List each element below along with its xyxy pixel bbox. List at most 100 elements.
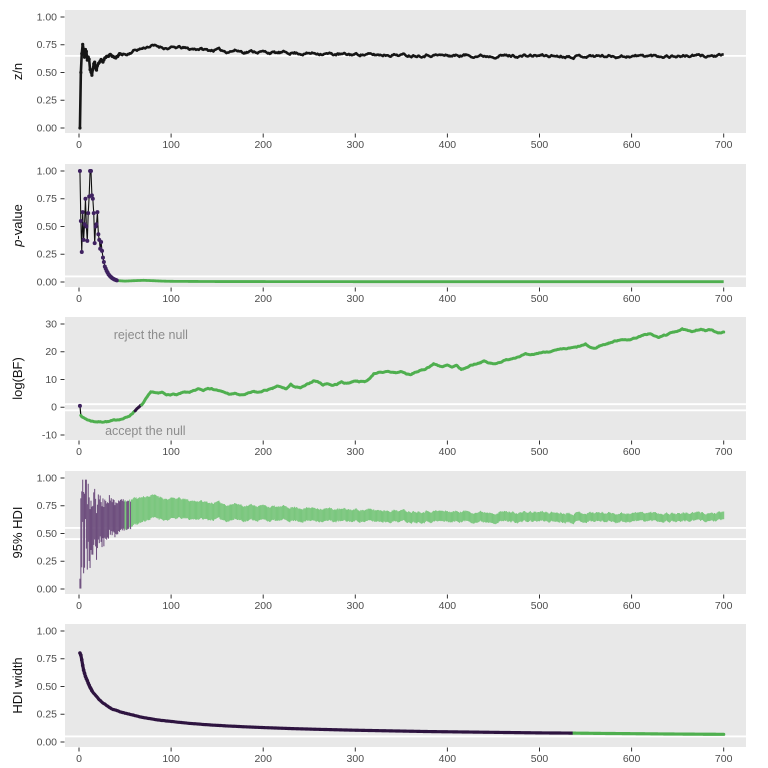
y-tick-label: 0.50 bbox=[37, 529, 58, 540]
x-tick-label: 0 bbox=[76, 601, 82, 612]
x-tick-label: 600 bbox=[623, 294, 641, 305]
y-tick-label: 1.00 bbox=[37, 473, 58, 484]
y-axis-title: HDI width bbox=[10, 658, 25, 714]
zn-point bbox=[78, 126, 82, 130]
y-tick-label: 0.50 bbox=[37, 68, 58, 79]
x-tick-label: 400 bbox=[439, 447, 457, 458]
y-axis-title: z/n bbox=[10, 63, 25, 80]
y-tick-label: 0.25 bbox=[37, 249, 58, 260]
y-axis-title: p-value bbox=[10, 204, 25, 248]
pvalue-point bbox=[78, 218, 83, 223]
pvalue-point bbox=[99, 239, 104, 244]
y-tick-label: 0.00 bbox=[37, 584, 58, 595]
zn-point bbox=[81, 42, 85, 46]
pvalue-point bbox=[101, 259, 106, 264]
hdiwidth-line-purple bbox=[78, 652, 574, 736]
pvalue-point bbox=[88, 168, 93, 173]
y-tick-label: 0.00 bbox=[37, 738, 58, 749]
zn-point bbox=[90, 73, 94, 77]
y-tick-label: 0.25 bbox=[37, 557, 58, 568]
zn-point bbox=[94, 68, 99, 72]
pvalue-point bbox=[100, 248, 105, 253]
hdiwidth-point bbox=[81, 668, 86, 673]
x-tick-label: 200 bbox=[254, 754, 272, 765]
x-tick-label: 100 bbox=[162, 601, 180, 612]
x-tick-label: 600 bbox=[623, 601, 641, 612]
x-tick-label: 200 bbox=[254, 140, 272, 151]
x-tick-label: 400 bbox=[439, 601, 457, 612]
x-tick-label: 600 bbox=[623, 447, 641, 458]
pvalue-point bbox=[81, 237, 86, 242]
x-tick-label: 0 bbox=[76, 140, 82, 151]
x-tick-label: 500 bbox=[531, 601, 549, 612]
y-tick-label: 0.75 bbox=[37, 194, 58, 205]
hdiwidth-point bbox=[90, 689, 94, 693]
pvalue-point bbox=[89, 193, 94, 198]
y-tick-label: 0.75 bbox=[37, 40, 58, 51]
logbf-line bbox=[140, 327, 726, 407]
zn-point bbox=[93, 60, 97, 64]
panel-background bbox=[65, 163, 746, 287]
x-tick-label: 400 bbox=[439, 140, 457, 151]
y-tick-label: 0.75 bbox=[37, 655, 58, 666]
logbf-first-point bbox=[77, 404, 82, 409]
x-tick-label: 300 bbox=[347, 294, 365, 305]
zn-point bbox=[82, 55, 87, 59]
x-tick-label: 100 bbox=[162, 294, 180, 305]
panel-background bbox=[65, 9, 746, 133]
hdiwidth-point bbox=[80, 663, 85, 668]
panel-background bbox=[65, 624, 746, 748]
x-tick-label: 600 bbox=[623, 140, 641, 151]
pvalue-point bbox=[79, 249, 84, 254]
panel-pvalue: 1.00 0.75 0.50 0.25 0.00 0 100 200 300 400 500 600 7… bbox=[10, 163, 746, 305]
x-tick-label: 300 bbox=[347, 754, 365, 765]
zn-point bbox=[80, 52, 84, 56]
logbf-line bbox=[79, 409, 137, 424]
y-tick-label: 0.25 bbox=[37, 710, 58, 721]
zn-point bbox=[89, 70, 93, 74]
pvalue-line-green bbox=[116, 278, 725, 283]
x-tick-label: 0 bbox=[76, 294, 82, 305]
y-axis-title: 95% HDI bbox=[10, 506, 25, 558]
x-tick-label: 300 bbox=[347, 447, 365, 458]
zn-line bbox=[78, 43, 725, 129]
panel-hdi: 1.00 0.75 0.50 0.25 0.00 0 100 200 300 400 500 600 7… bbox=[10, 470, 746, 612]
x-tick-label: 700 bbox=[715, 140, 733, 151]
x-tick-label: 200 bbox=[254, 447, 272, 458]
y-tick-label: 30 bbox=[45, 320, 57, 331]
pvalue-point bbox=[77, 168, 82, 173]
pvalue-point bbox=[96, 231, 101, 236]
zn-point bbox=[87, 57, 91, 61]
x-tick-label: 700 bbox=[715, 447, 733, 458]
pvalue-point bbox=[85, 238, 90, 243]
pvalue-point bbox=[95, 209, 100, 214]
y-tick-label: 1.00 bbox=[37, 627, 58, 638]
y-tick-label: 0.50 bbox=[37, 682, 58, 693]
y-tick-label: 0.00 bbox=[37, 123, 58, 134]
hdiwidth-point bbox=[79, 653, 83, 658]
x-tick-label: 700 bbox=[715, 754, 733, 765]
x-tick-label: 200 bbox=[254, 601, 272, 612]
pvalue-point bbox=[114, 277, 119, 282]
y-tick-label: 0.50 bbox=[37, 222, 58, 233]
pvalue-point bbox=[90, 196, 95, 201]
x-tick-label: 500 bbox=[531, 294, 549, 305]
zn-point bbox=[91, 67, 95, 72]
x-tick-label: 200 bbox=[254, 294, 272, 305]
pvalue-point bbox=[80, 209, 85, 214]
y-tick-label: 20 bbox=[45, 347, 57, 358]
hdiwidth-point bbox=[82, 671, 87, 676]
hdiwidth-point bbox=[79, 658, 84, 663]
y-tick-label: 1.00 bbox=[37, 166, 58, 177]
hdiwidth-line-green bbox=[571, 731, 726, 737]
panel-hdiwidth: 1.00 0.75 0.50 0.25 0.00 0 100 200 300 400 500 600 7… bbox=[10, 624, 746, 765]
y-axis-title: log(BF) bbox=[10, 357, 25, 400]
y-tick-label: 0 bbox=[51, 403, 57, 414]
y-tick-label: 0.25 bbox=[37, 96, 58, 107]
annotation-accept-the-null: accept the null bbox=[105, 424, 186, 438]
y-tick-label: 0.00 bbox=[37, 277, 58, 288]
pvalue-point bbox=[83, 196, 88, 201]
x-tick-label: 100 bbox=[162, 140, 180, 151]
x-tick-label: 400 bbox=[439, 294, 457, 305]
